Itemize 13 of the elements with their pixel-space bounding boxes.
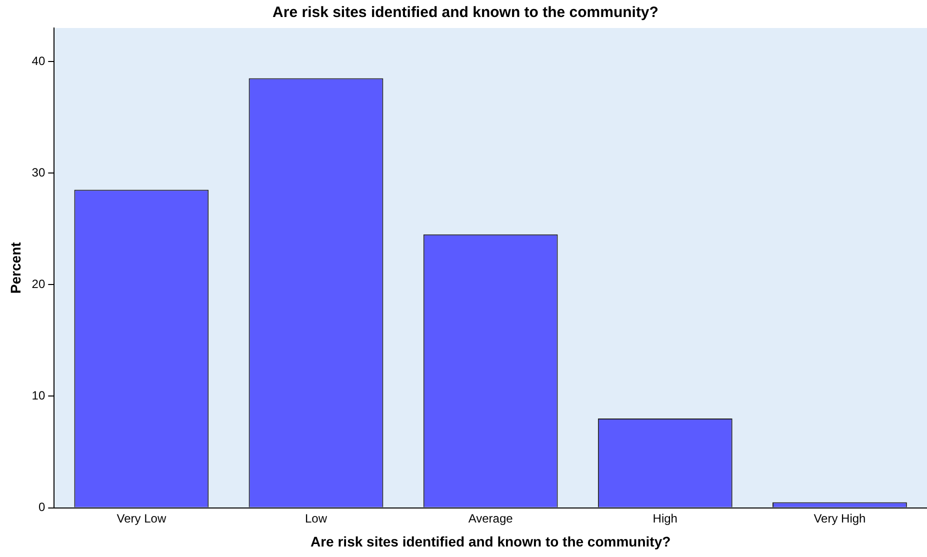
y-tick-label: 20: [32, 276, 46, 291]
y-tick-label: 40: [32, 54, 46, 68]
y-tick-label: 0: [38, 500, 46, 514]
x-tick-label: Very Low: [116, 511, 166, 526]
x-tick-label: Average: [468, 511, 514, 526]
x-tick-label: High: [652, 511, 678, 526]
x-axis-title: Are risk sites identified and known to the community?: [310, 533, 671, 550]
x-tick-label: Very High: [814, 511, 866, 526]
y-axis-title: Percent: [7, 242, 24, 294]
x-tick-label: Low: [304, 511, 328, 526]
y-tick-label: 30: [32, 165, 46, 180]
chart-title: Are risk sites identified and known to the community?: [272, 4, 658, 22]
y-tick-label: 10: [32, 388, 46, 403]
